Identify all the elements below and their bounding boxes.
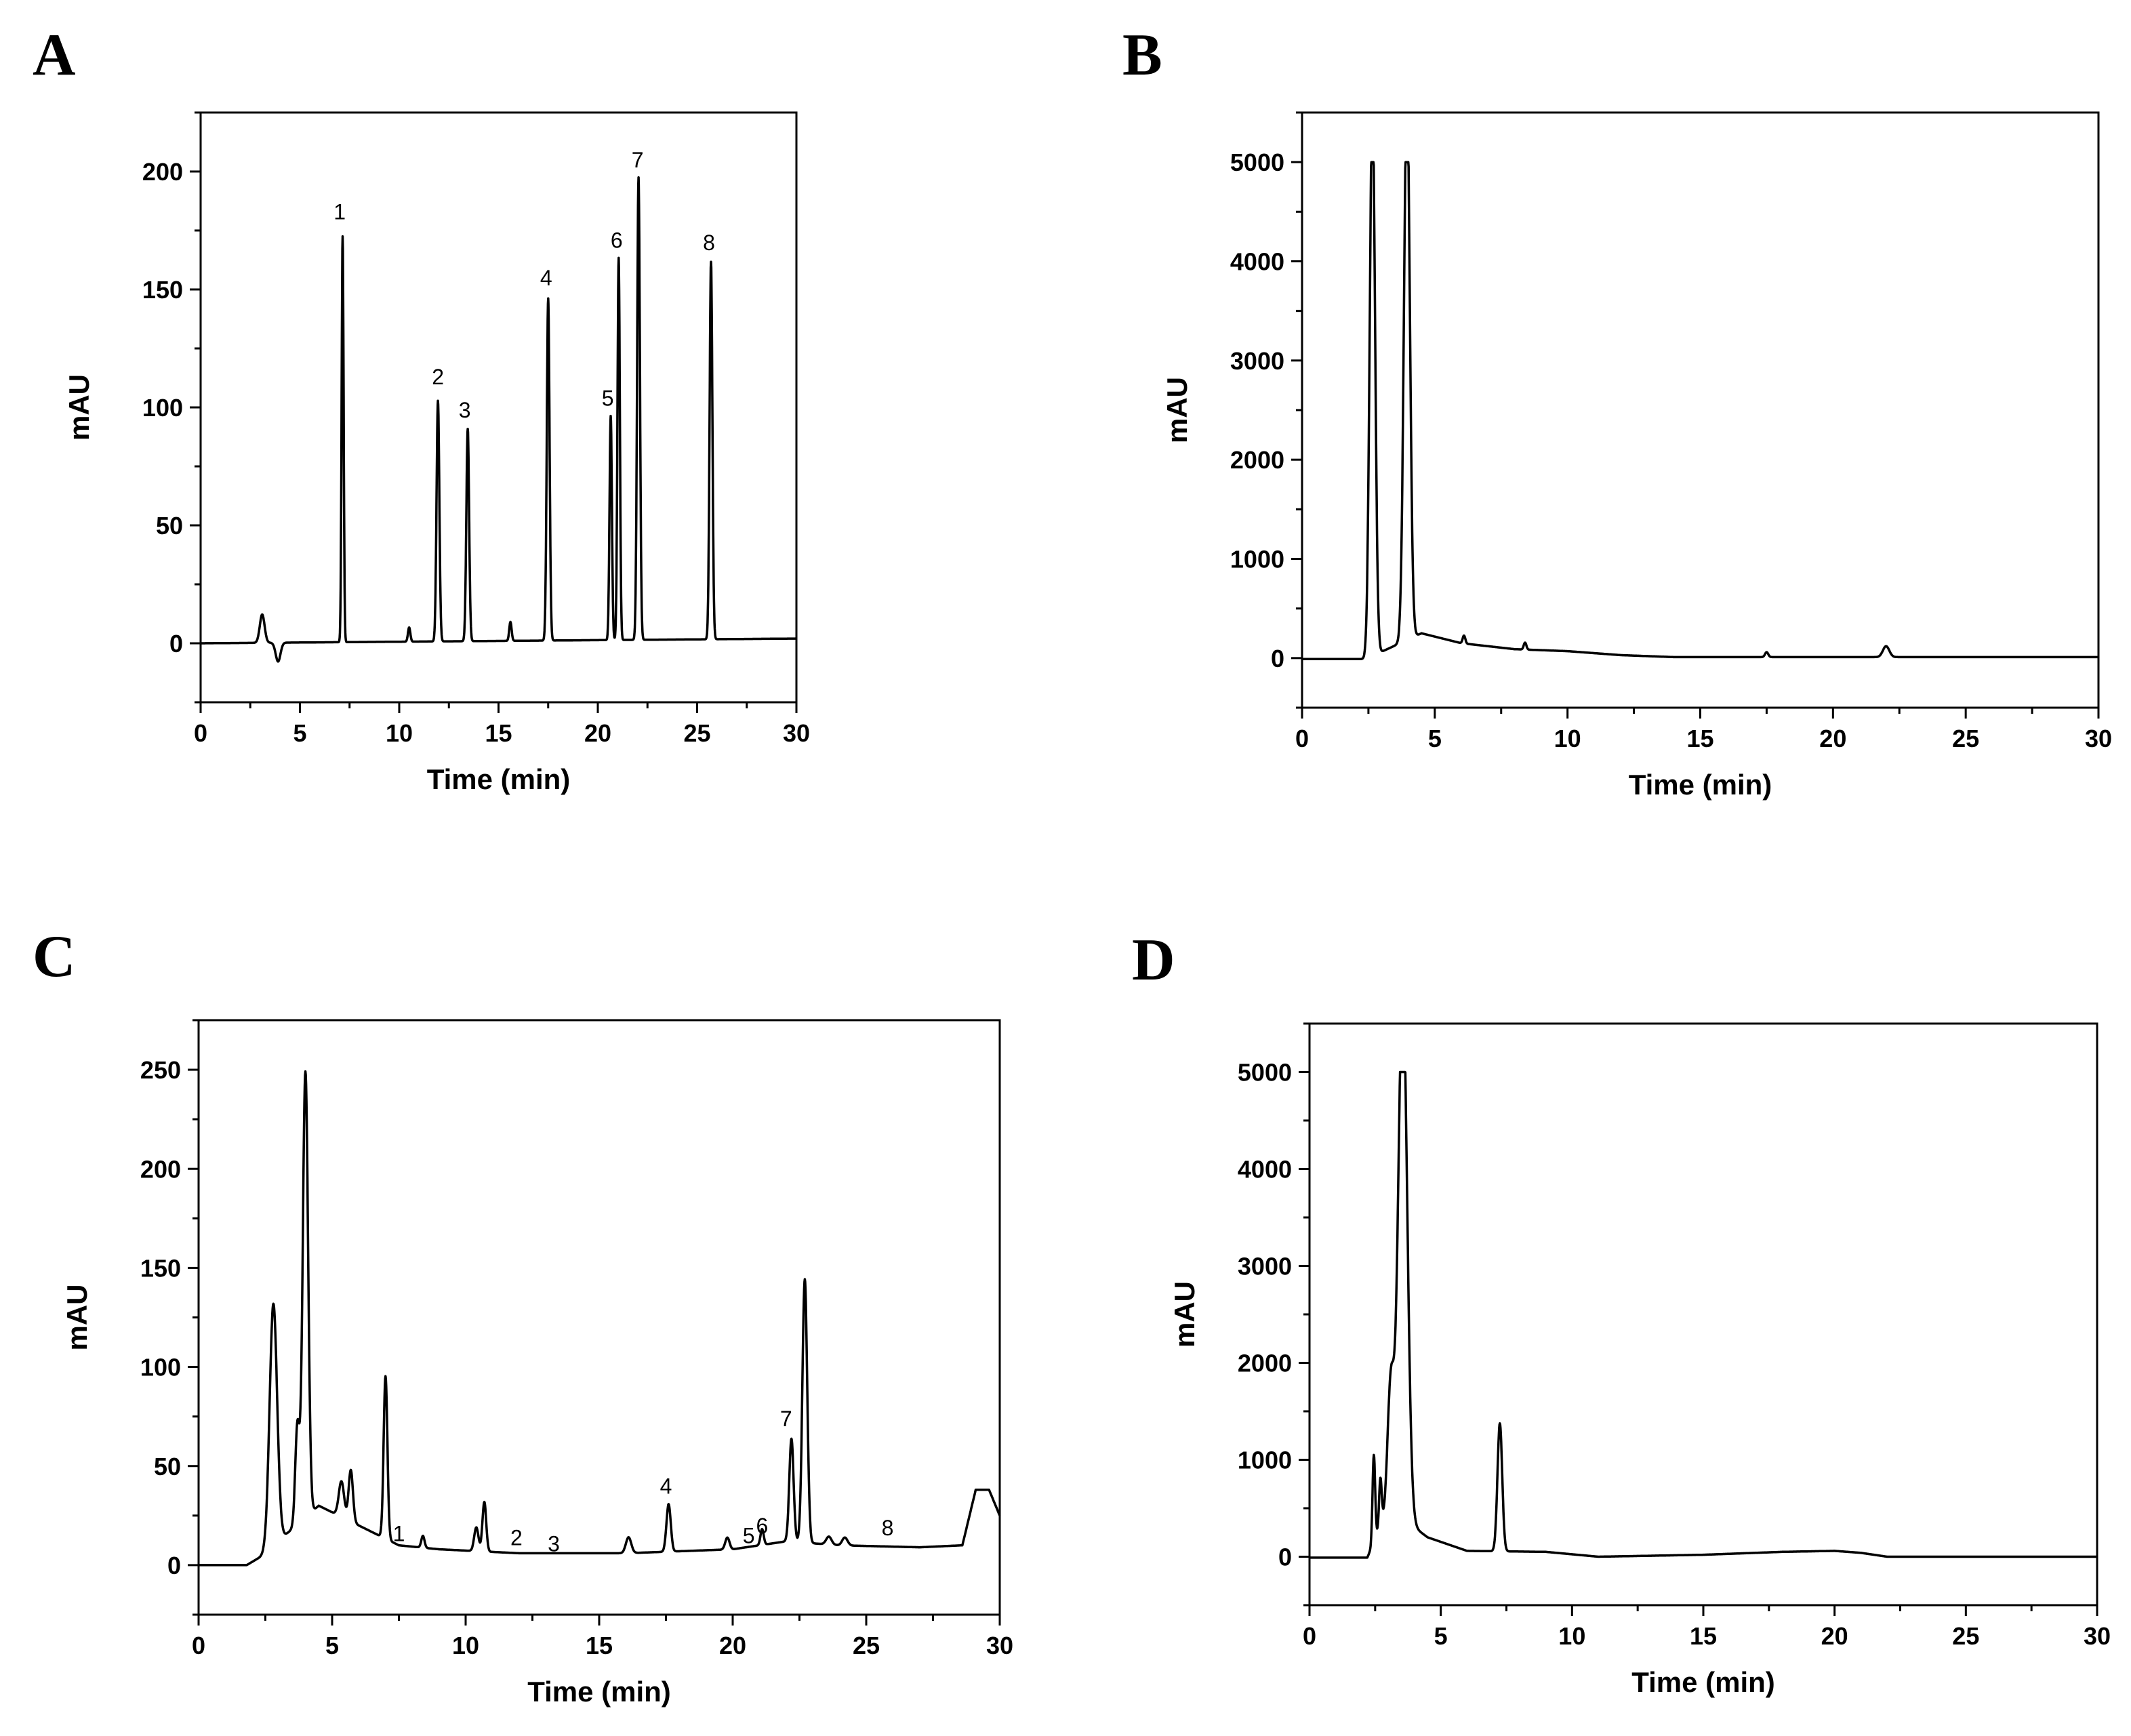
y-axis-label-d: mAU <box>1169 1281 1200 1348</box>
y-tick-label-a: 200 <box>142 158 183 186</box>
x-tick-label-d: 0 <box>1303 1622 1316 1650</box>
panel-letter-b: B <box>1122 22 1162 88</box>
y-tick-label-b: 2000 <box>1230 446 1284 474</box>
peak-label-c: 3 <box>548 1531 560 1556</box>
x-tick-label-c: 5 <box>325 1632 339 1659</box>
x-tick-label-b: 0 <box>1295 725 1309 752</box>
peak-label-c: 5 <box>743 1524 755 1548</box>
panel-letter-c: C <box>33 924 76 990</box>
plot-frame-c <box>197 1019 1001 1616</box>
x-tick-label-c: 0 <box>192 1632 205 1659</box>
x-tick-label-c: 15 <box>586 1632 613 1659</box>
y-tick-label-b: 1000 <box>1230 546 1284 573</box>
peak-label-a: 8 <box>703 230 715 255</box>
x-tick-label-d: 10 <box>1558 1622 1585 1650</box>
peak-label-c: 7 <box>780 1407 792 1431</box>
x-axis-label-d: Time (min) <box>1631 1666 1775 1698</box>
y-tick-label-d: 2000 <box>1238 1350 1292 1377</box>
x-tick-label-a: 25 <box>683 719 710 747</box>
y-tick-label-b: 0 <box>1271 645 1284 672</box>
panel-b: B 0 5 10 15 20 25 30 0 1000 2000 3000 4000 5000 Time (… <box>1122 22 2112 801</box>
plot-frame-d <box>1308 1022 2098 1607</box>
panel-d: D 0 5 10 15 20 25 30 0 1000 2000 3000 4000 5000 Time (… <box>1132 927 2111 1698</box>
y-tick-label-d: 0 <box>1278 1543 1292 1571</box>
y-tick-label-c: 150 <box>140 1254 181 1282</box>
x-tick-label-b: 25 <box>1952 725 1979 752</box>
y-tick-label-c: 50 <box>154 1453 181 1480</box>
y-tick-label-d: 4000 <box>1238 1156 1292 1184</box>
x-tick-label-a: 0 <box>194 719 207 747</box>
y-axis-label-a: mAU <box>63 374 95 441</box>
y-tick-label-a: 50 <box>156 512 183 540</box>
peak-label-a: 3 <box>459 398 471 422</box>
y-tick-label-b: 3000 <box>1230 347 1284 375</box>
peak-label-c: 1 <box>393 1522 405 1546</box>
x-tick-label-c: 20 <box>719 1632 746 1659</box>
y-tick-label-d: 5000 <box>1238 1059 1292 1087</box>
x-tick-label-a: 10 <box>386 719 413 747</box>
x-axis-label-a: Time (min) <box>427 763 571 795</box>
y-tick-label-c: 0 <box>167 1552 181 1579</box>
y-axis-label-c: mAU <box>61 1284 93 1350</box>
x-tick-label-b: 10 <box>1554 725 1581 752</box>
peak-label-a: 5 <box>602 386 614 410</box>
x-tick-label-d: 30 <box>2084 1622 2111 1650</box>
peak-label-c: 4 <box>660 1474 672 1499</box>
x-axis-label-c: Time (min) <box>527 1676 671 1708</box>
chromatogram-trace-a <box>199 176 798 663</box>
peak-label-a: 1 <box>333 200 346 224</box>
y-tick-label-b: 5000 <box>1230 148 1284 176</box>
x-tick-label-a: 20 <box>584 719 611 747</box>
x-tick-label-d: 25 <box>1952 1622 1979 1650</box>
panel-letter-a: A <box>33 22 76 88</box>
y-tick-label-d: 3000 <box>1238 1253 1292 1280</box>
y-tick-label-b: 4000 <box>1230 248 1284 276</box>
y-axis-label-b: mAU <box>1161 377 1193 443</box>
y-tick-label-d: 1000 <box>1238 1447 1292 1474</box>
peak-label-a: 2 <box>432 365 444 389</box>
y-tick-label-a: 150 <box>142 276 183 304</box>
y-tick-label-c: 250 <box>140 1056 181 1084</box>
y-tick-label-c: 200 <box>140 1155 181 1183</box>
x-tick-label-c: 25 <box>853 1632 880 1659</box>
x-tick-label-b: 15 <box>1686 725 1713 752</box>
x-tick-label-d: 15 <box>1690 1622 1717 1650</box>
x-tick-label-d: 20 <box>1821 1622 1848 1650</box>
chromatogram-trace-c <box>197 1070 1001 1567</box>
panel-letter-d: D <box>1132 927 1175 993</box>
x-tick-label-b: 20 <box>1819 725 1846 752</box>
x-tick-label-b: 30 <box>2085 725 2112 752</box>
peak-label-a: 6 <box>611 228 623 252</box>
x-tick-label-c: 30 <box>986 1632 1013 1659</box>
peak-label-a: 4 <box>540 266 552 290</box>
y-tick-label-c: 100 <box>140 1354 181 1381</box>
x-tick-label-a: 15 <box>485 719 512 747</box>
x-tick-label-a: 30 <box>783 719 810 747</box>
chromatogram-trace-d <box>1308 1070 2098 1559</box>
peak-label-c: 2 <box>510 1526 523 1550</box>
y-tick-label-a: 100 <box>142 394 183 422</box>
plot-frame-b <box>1301 111 2100 709</box>
peak-label-c: 6 <box>756 1514 768 1538</box>
peak-label-a: 7 <box>632 148 644 172</box>
x-tick-label-c: 10 <box>452 1632 479 1659</box>
y-tick-label-a: 0 <box>169 630 183 658</box>
chromatogram-trace-b <box>1301 161 2100 661</box>
x-tick-label-d: 5 <box>1434 1622 1448 1650</box>
x-tick-label-a: 5 <box>293 719 306 747</box>
x-axis-label-b: Time (min) <box>1629 769 1772 801</box>
x-tick-label-b: 5 <box>1428 725 1442 752</box>
peak-label-c: 8 <box>882 1516 894 1540</box>
